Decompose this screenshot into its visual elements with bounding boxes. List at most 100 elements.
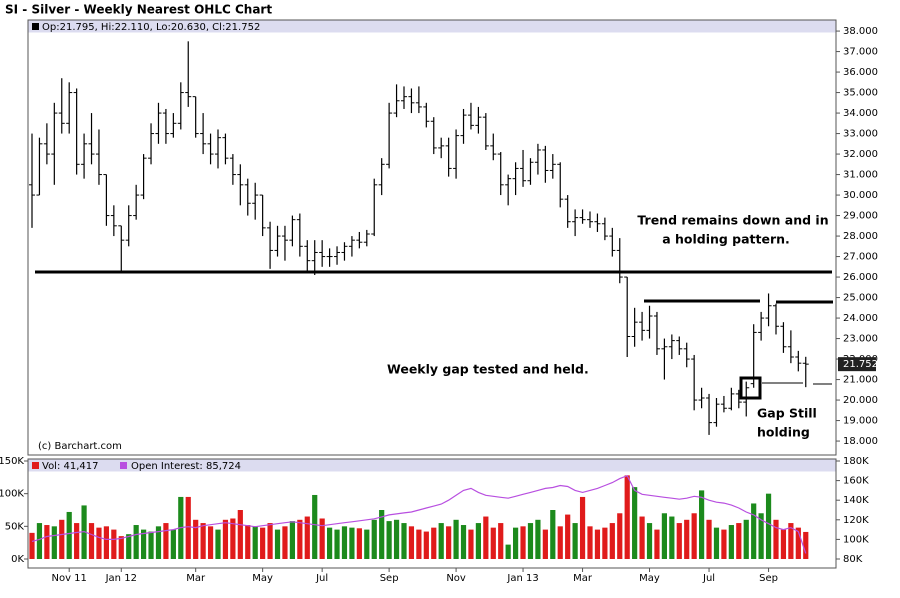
- volume-bar: [274, 529, 281, 559]
- volume-bar: [155, 526, 162, 559]
- y-tick-label: 37.000: [843, 47, 878, 58]
- price-legend-swatch: [32, 23, 39, 30]
- volume-bar: [646, 523, 653, 559]
- volume-bar: [334, 529, 340, 559]
- volume-bar: [721, 529, 727, 559]
- volume-bar: [141, 529, 147, 559]
- y2-tick-label: 180K: [843, 456, 869, 467]
- annotation: Weekly gap tested and held.: [387, 362, 589, 377]
- volume-bar: [260, 527, 266, 559]
- volume-bar: [579, 496, 586, 559]
- volume-bar: [632, 487, 638, 559]
- volume-bar: [193, 519, 199, 559]
- y-tick-label: 18.000: [843, 436, 878, 447]
- y-tick-label: 28.000: [843, 231, 878, 242]
- y-tick-label: 30.000: [843, 190, 878, 201]
- price-header: [28, 20, 836, 33]
- volume-bar: [639, 516, 645, 559]
- volume-bar: [341, 526, 348, 559]
- x-tick-label: Jul: [315, 573, 328, 584]
- volume-bar: [587, 526, 593, 559]
- volume-bar: [304, 516, 310, 559]
- volume-bar: [535, 519, 541, 559]
- volume-bar: [386, 521, 392, 559]
- x-tick-label: Jan 13: [506, 573, 538, 584]
- volume-bar: [609, 523, 615, 559]
- volume-bar: [118, 536, 124, 559]
- y-tick-label: 33.000: [843, 129, 878, 140]
- volume-bar: [594, 529, 601, 559]
- volume-bar: [51, 526, 57, 559]
- volume-bar: [88, 523, 95, 559]
- volume-bar: [661, 513, 667, 559]
- volume-bar: [44, 525, 50, 559]
- volume-bar: [520, 526, 526, 559]
- x-tick-label: May: [639, 573, 660, 584]
- volume-bar: [170, 529, 176, 559]
- volume-bar: [803, 531, 809, 559]
- volume-bar: [490, 527, 496, 559]
- volume-bar: [542, 529, 548, 559]
- y-tick-label: 21.000: [843, 375, 878, 386]
- volume-bar: [297, 519, 303, 559]
- volume-bar: [126, 534, 132, 559]
- volume-bar: [446, 526, 452, 559]
- volume-bar: [669, 516, 675, 559]
- volume-bar: [758, 513, 764, 559]
- y-tick-label: 150K: [0, 456, 24, 467]
- volume-bar: [185, 496, 191, 559]
- x-tick-label: Sep: [759, 573, 778, 584]
- volume-bar: [460, 525, 467, 559]
- volume-bar: [684, 519, 690, 559]
- volume-bar: [103, 526, 109, 559]
- volume-bar: [572, 523, 578, 559]
- last-price-box: [838, 357, 876, 372]
- x-tick-label: Nov: [446, 573, 466, 584]
- volume-bar: [163, 523, 169, 559]
- volume-bar: [527, 523, 534, 559]
- x-tick-label: Jan 12: [105, 573, 137, 584]
- volume-bar: [483, 516, 489, 559]
- volume-bar: [74, 523, 80, 559]
- volume-bar: [713, 527, 720, 559]
- volume-panel: [27, 458, 837, 569]
- y-tick-label: 38.000: [843, 26, 878, 37]
- y-tick-label: 50K: [5, 521, 25, 532]
- x-tick-label: Jul: [702, 573, 715, 584]
- volume-bar: [550, 510, 556, 559]
- volume-bar: [327, 527, 333, 559]
- volume-bar: [252, 526, 258, 559]
- y-tick-label: 34.000: [843, 108, 878, 119]
- volume-bar: [59, 519, 65, 559]
- volume-bar: [379, 510, 385, 559]
- chart-title: SI - Silver - Weekly Nearest OHLC Chart: [5, 3, 272, 17]
- volume-bar: [401, 523, 407, 559]
- volume-bar: [237, 510, 243, 559]
- volume-bar: [230, 518, 236, 559]
- volume-bar: [743, 519, 749, 559]
- volume-bar: [654, 529, 660, 559]
- oi-legend: Open Interest: 85,724: [131, 461, 241, 472]
- volume-bar: [215, 529, 221, 559]
- x-tick-label: Mar: [186, 573, 206, 584]
- volume-bar: [222, 519, 229, 559]
- x-tick-label: Nov 11: [51, 573, 86, 584]
- volume-bar: [751, 503, 757, 559]
- volume-bar: [736, 523, 742, 559]
- price-info: Op:21.795, Hi:22.110, Lo:20.630, Cl:21.7…: [42, 22, 260, 33]
- volume-bar: [349, 527, 355, 559]
- volume-bar: [133, 525, 139, 559]
- volume-legend: Vol: 41,417: [42, 461, 99, 472]
- x-tick-label: Sep: [380, 573, 399, 584]
- volume-bar: [431, 527, 437, 559]
- volume-bar: [289, 521, 295, 559]
- volume-bar: [356, 528, 362, 559]
- y-tick-label: 20.000: [843, 395, 878, 406]
- volume-bar: [245, 525, 251, 559]
- volume-bar: [475, 523, 481, 559]
- volume-bar: [319, 518, 325, 559]
- y-tick-label: 25.000: [843, 293, 878, 304]
- y2-tick-label: 140K: [843, 495, 869, 506]
- volume-bar: [780, 529, 787, 559]
- volume-bar: [788, 523, 794, 559]
